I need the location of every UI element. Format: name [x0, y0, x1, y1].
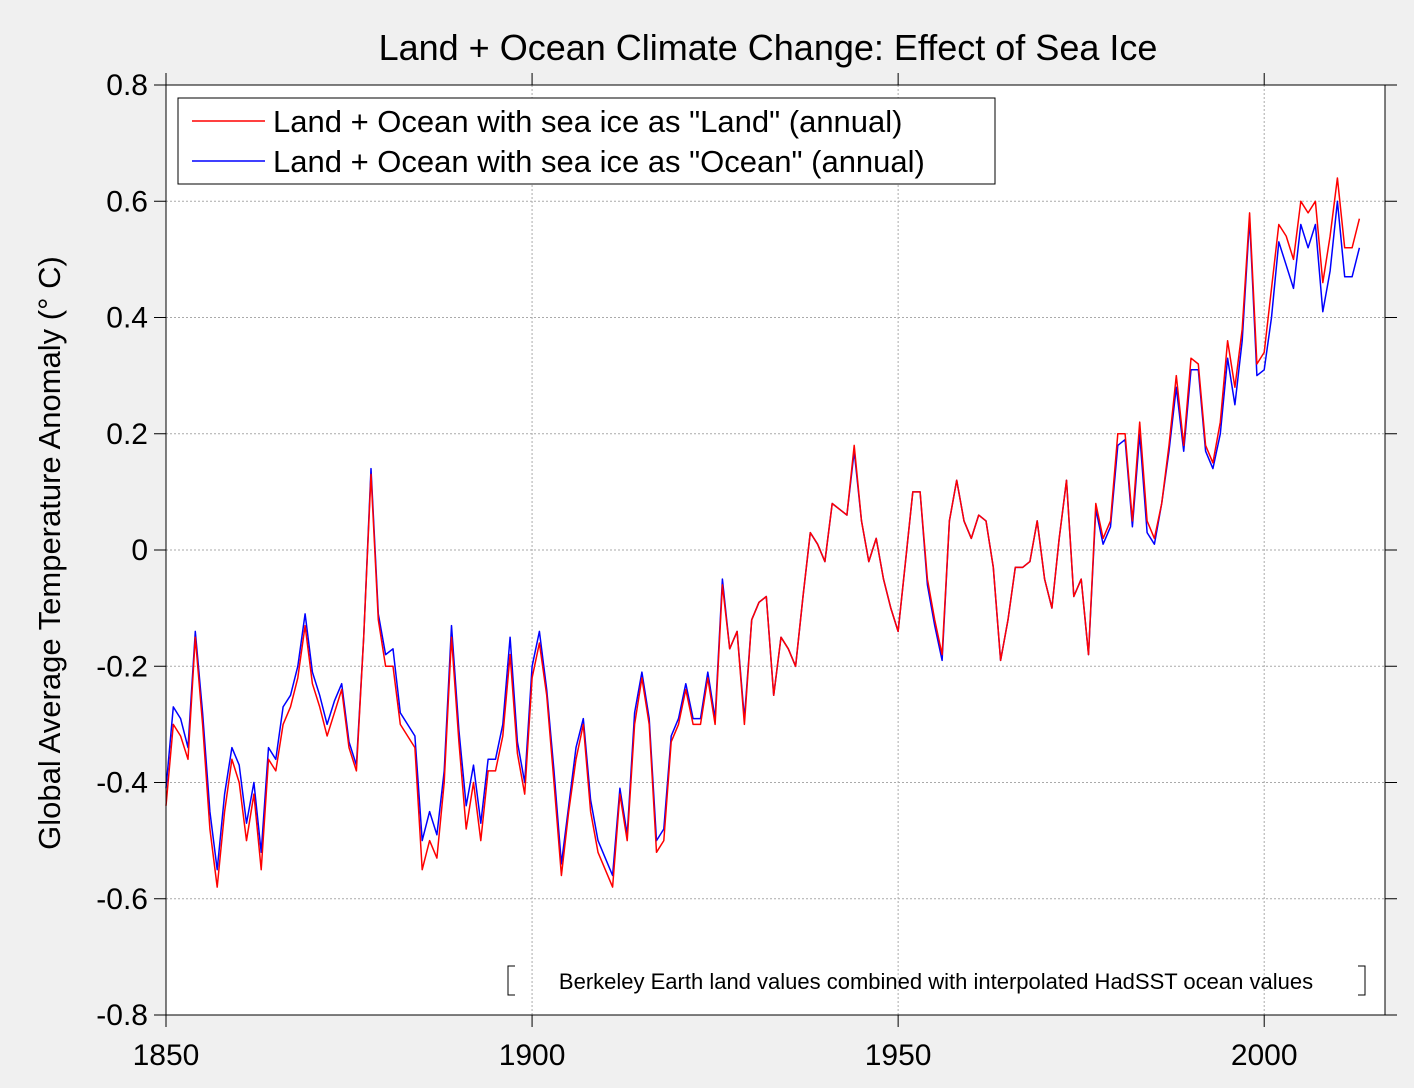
y-tick-label: 0 [131, 534, 148, 567]
y-tick-label: -0.6 [96, 883, 148, 916]
legend-box [177, 97, 996, 185]
axis-ticks: -0.8 -0.6 -0.4 -0.2 0 0.2 0.4 0.6 0.8 1850 1900 195… [96, 69, 1397, 1072]
y-axis-label: Global Average Temperature Anomaly (° C) [32, 256, 67, 850]
grid [166, 85, 1385, 1015]
y-tick-label: 0.6 [106, 185, 148, 218]
y-tick-label: 0.4 [106, 302, 148, 335]
x-tick-label: 1900 [499, 1039, 566, 1072]
legend-label-land: Land + Ocean with sea ice as "Land" (ann… [273, 104, 903, 139]
legend-label-ocean: Land + Ocean with sea ice as "Ocean" (an… [273, 144, 925, 179]
x-tick-label: 1950 [865, 1039, 932, 1072]
series-line-land [165, 177, 1361, 888]
y-tick-label: 0.8 [106, 69, 148, 102]
chart-title: Land + Ocean Climate Change: Effect of S… [379, 27, 1158, 68]
y-tick-label: -0.2 [96, 650, 148, 683]
y-tick-label: 0.2 [106, 418, 148, 451]
x-tick-label: 1850 [133, 1039, 200, 1072]
x-tick-label: 2000 [1231, 1039, 1298, 1072]
y-tick-label: -0.4 [96, 767, 148, 800]
annotation-text: Berkeley Earth land values combined with… [559, 969, 1313, 994]
series-lines [165, 177, 1361, 888]
annotation-bracket-right [1358, 965, 1366, 996]
y-tick-label: -0.8 [96, 999, 148, 1032]
annotation-bracket-left [507, 965, 515, 996]
legend: Land + Ocean with sea ice as "Land" (ann… [177, 97, 996, 185]
annotation: Berkeley Earth land values combined with… [507, 965, 1366, 996]
